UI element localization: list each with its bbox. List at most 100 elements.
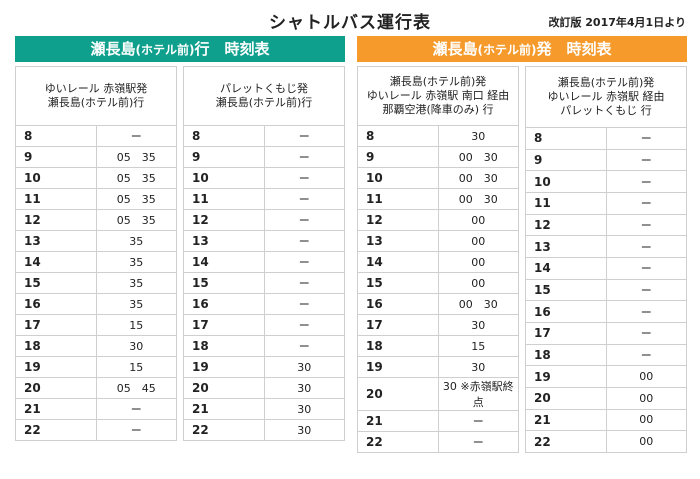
- departure-times-cell: 00 30: [437, 293, 519, 315]
- table-row: 18 ー: [183, 335, 345, 357]
- to-senagajima-banner: 瀬長島(ホテル前)行 時刻表: [15, 36, 345, 62]
- table-row: 8 30: [357, 125, 519, 147]
- banner-sub: (ホテル前): [135, 43, 195, 57]
- departure-times-cell: 05 35: [95, 167, 177, 189]
- departure-times-cell: 05 45: [95, 377, 177, 399]
- table-row: 13 00: [357, 230, 519, 252]
- departure-times-cell: ー: [263, 293, 345, 315]
- hour-cell: 14: [357, 251, 439, 273]
- from-senagajima-banner: 瀬長島(ホテル前)発 時刻表: [357, 36, 687, 62]
- table-row: 22 ー: [357, 431, 519, 453]
- hour-cell: 22: [525, 430, 607, 453]
- departure-times-cell: ー: [263, 314, 345, 336]
- table-row: 22 30: [183, 419, 345, 441]
- hour-cell: 12: [183, 209, 265, 231]
- departure-times-cell: ー: [605, 170, 687, 193]
- departure-times-cell: 35: [95, 230, 177, 252]
- timetable-akamine-to-senagajima: ゆいレール 赤嶺駅発 瀬長島(ホテル前)行 8 ー 9 05 35 10 05 35 11 05 …: [15, 66, 177, 441]
- route-header-line: 瀬長島(ホテル前)発: [389, 75, 487, 88]
- hour-cell: 11: [183, 188, 265, 210]
- hour-cell: 22: [183, 419, 265, 441]
- departure-times-cell: ー: [605, 300, 687, 323]
- departure-times-cell: 00: [437, 272, 519, 294]
- route-header-line: パレットくもじ発: [220, 82, 308, 95]
- departure-times-cell: ー: [95, 398, 177, 420]
- departure-times-cell: ー: [605, 148, 687, 172]
- hour-cell: 12: [525, 213, 607, 237]
- table-row: 15 ー: [525, 278, 687, 302]
- hour-cell: 15: [525, 278, 607, 302]
- table-row: 16 ー: [183, 293, 345, 315]
- table-row: 18 ー: [525, 343, 687, 367]
- departure-times-cell: 00: [605, 430, 687, 453]
- hour-cell: 13: [525, 235, 607, 258]
- hour-cell: 20: [357, 377, 439, 411]
- route-header: パレットくもじ発 瀬長島(ホテル前)行: [183, 66, 345, 126]
- departure-times-cell: ー: [263, 335, 345, 357]
- hour-cell: 13: [357, 230, 439, 252]
- table-row: 22 00: [525, 430, 687, 453]
- departure-times-cell: 05 35: [95, 209, 177, 231]
- table-row: 18 30: [15, 335, 177, 357]
- hour-cell: 19: [525, 365, 607, 388]
- table-row: 17 15: [15, 314, 177, 336]
- departure-times-cell: ー: [605, 191, 687, 215]
- departure-times-cell: ー: [263, 209, 345, 231]
- departure-times-cell: 00: [437, 230, 519, 252]
- hour-cell: 9: [525, 148, 607, 172]
- table-row: 13 ー: [183, 230, 345, 252]
- hour-cell: 12: [15, 209, 97, 231]
- hour-cell: 14: [525, 256, 607, 280]
- departure-times-cell: 30: [263, 377, 345, 399]
- departure-times-cell: 30: [437, 125, 519, 147]
- table-row: 20 30: [183, 377, 345, 399]
- route-header-line: 瀬長島(ホテル前)行: [215, 96, 313, 109]
- hour-cell: 15: [183, 272, 265, 294]
- hour-cell: 21: [525, 408, 607, 432]
- table-row: 20 30 ※赤嶺駅終点: [357, 377, 519, 411]
- departure-times-cell: ー: [263, 167, 345, 189]
- departure-times-cell: 00 30: [437, 188, 519, 210]
- route-header: 瀬長島(ホテル前)発 ゆいレール 赤嶺駅 南口 経由 那覇空港(降車のみ) 行: [357, 66, 519, 126]
- route-header-line: ゆいレール 赤嶺駅 南口 経由: [366, 89, 510, 102]
- table-row: 12 ー: [183, 209, 345, 231]
- table-row: 14 35: [15, 251, 177, 273]
- table-row: 21 00: [525, 408, 687, 432]
- revision-date: 改訂版 2017年4月1日より: [548, 16, 686, 29]
- departure-times-cell: 00 30: [437, 146, 519, 168]
- banner-sub: (ホテル前): [477, 43, 537, 57]
- departure-times-cell: 00: [437, 209, 519, 231]
- departure-times-cell: ー: [95, 125, 177, 147]
- route-header: ゆいレール 赤嶺駅発 瀬長島(ホテル前)行: [15, 66, 177, 126]
- table-row: 9 00 30: [357, 146, 519, 168]
- departure-times-cell: ー: [263, 251, 345, 273]
- table-row: 10 ー: [525, 170, 687, 193]
- table-row: 11 05 35: [15, 188, 177, 210]
- hour-cell: 19: [357, 356, 439, 378]
- hour-cell: 16: [357, 293, 439, 315]
- hour-cell: 21: [15, 398, 97, 420]
- departure-times-cell: 30: [95, 335, 177, 357]
- table-header-row: ゆいレール 赤嶺駅発 瀬長島(ホテル前)行: [15, 66, 177, 126]
- departure-times-cell: 15: [95, 356, 177, 378]
- table-row: 14 ー: [525, 256, 687, 280]
- hour-cell: 19: [15, 356, 97, 378]
- table-row: 14 00: [357, 251, 519, 273]
- departure-times-cell: 30: [437, 314, 519, 336]
- departure-times-cell: ー: [605, 278, 687, 302]
- departure-times-cell: 30: [437, 356, 519, 378]
- page-title: シャトルバス運行表: [269, 13, 431, 33]
- timetable-kumoji-to-senagajima: パレットくもじ発 瀬長島(ホテル前)行 8 ー 9 ー 10 ー 11 ー 12 ー 13 ー 14 ー 15 ー…: [183, 66, 345, 441]
- hour-cell: 17: [183, 314, 265, 336]
- departure-times-cell: ー: [263, 272, 345, 294]
- hour-cell: 22: [15, 419, 97, 441]
- hour-cell: 18: [525, 343, 607, 367]
- from-senagajima-group: 瀬長島(ホテル前)発 時刻表 瀬長島(ホテル前)発 ゆいレール 赤嶺駅 南口 経由…: [357, 36, 687, 453]
- table-row: 10 00 30: [357, 167, 519, 189]
- table-row: 17 30: [357, 314, 519, 336]
- table-row: 20 05 45: [15, 377, 177, 399]
- table-row: 10 05 35: [15, 167, 177, 189]
- departure-times-cell: 30: [263, 419, 345, 441]
